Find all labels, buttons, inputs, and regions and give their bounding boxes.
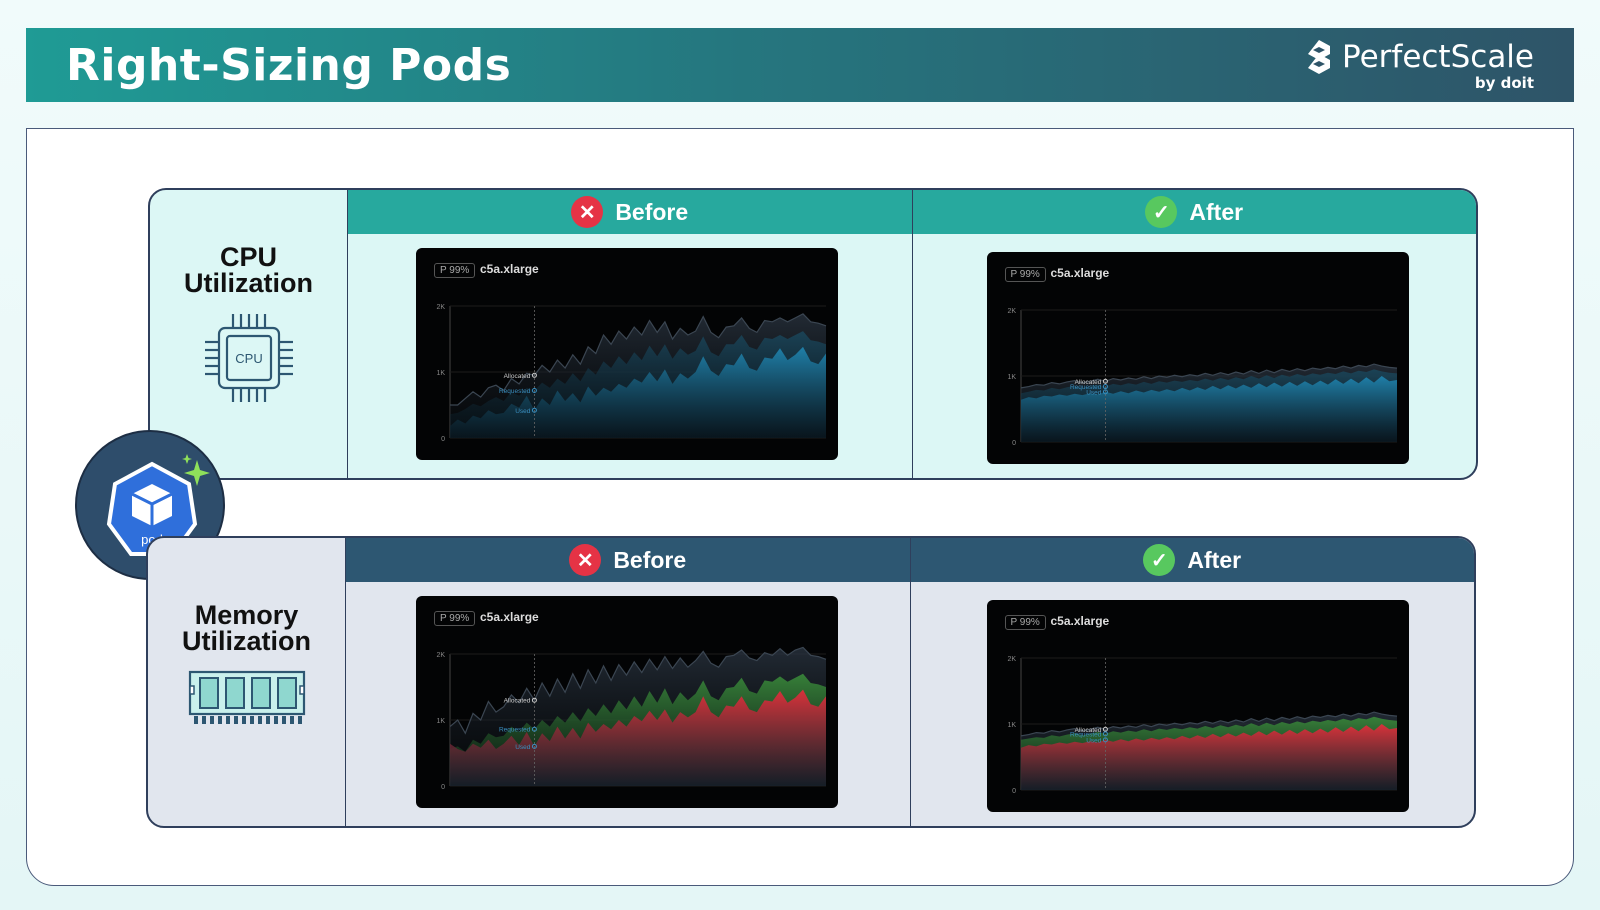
memory-before-label: Before <box>613 546 687 573</box>
series-label: Allocated <box>1074 727 1101 734</box>
percentile-badge: P 99% <box>434 263 476 278</box>
memory-after-column: ✓ After P 99% c5a.xlarge 2K 1K 0 Allocated R… <box>909 538 1474 826</box>
check-circle-icon: ✓ <box>1143 544 1176 576</box>
series-marker <box>1102 737 1108 743</box>
used-area <box>450 346 826 438</box>
memory-after-chart: P 99% c5a.xlarge 2K 1K 0 Allocated Requested… <box>986 600 1409 812</box>
sparkle-icon <box>184 460 210 486</box>
instance-type: c5a.xlarge <box>480 610 539 624</box>
y-tick-label: 2K <box>436 652 445 659</box>
memory-before-chart: P 99% c5a.xlarge 2K 1K 0 Allocated Requested… <box>416 596 838 808</box>
cpu-after-chart: P 99% c5a.xlarge 2K 1K 0 Allocated Requested… <box>986 252 1409 464</box>
series-marker <box>1102 731 1108 737</box>
cpu-chip-icon: CPU <box>204 314 293 402</box>
check-circle-icon: ✓ <box>1145 196 1178 228</box>
y-tick-label: 0 <box>1012 788 1016 795</box>
cpu-before-label: Before <box>615 198 689 225</box>
cpu-icon-label: CPU <box>235 351 262 366</box>
cpu-after-header: ✓ After <box>912 190 1476 234</box>
series-label: Used <box>1086 737 1102 744</box>
brand-sub: by doit <box>1474 74 1534 92</box>
x-circle-icon: ✕ <box>571 196 604 228</box>
y-tick-label: 2K <box>436 304 445 311</box>
series-marker <box>531 726 537 732</box>
y-tick-label: 0 <box>441 784 445 791</box>
y-tick-label: 0 <box>441 436 445 443</box>
memory-label-column: Memory Utilization <box>148 538 346 826</box>
y-tick-label: 1K <box>436 718 445 725</box>
memory-after-header: ✓ After <box>910 538 1474 582</box>
used-area <box>1020 724 1397 790</box>
allocated-line <box>450 313 827 406</box>
percentile-badge: P 99% <box>434 611 476 626</box>
page-title: Right-Sizing Pods <box>66 39 512 91</box>
series-label: Requested <box>499 388 531 395</box>
series-label: Used <box>1086 389 1102 396</box>
series-label: Requested <box>499 727 531 734</box>
instance-type: c5a.xlarge <box>1050 614 1110 628</box>
series-label: Requested <box>1069 731 1101 738</box>
percentile-badge: P 99% <box>1004 267 1046 282</box>
series-marker <box>1102 389 1108 395</box>
perfectscale-logo-icon <box>1308 40 1330 74</box>
series-marker <box>531 387 537 393</box>
memory-section: Memory Utilization ✕ Before P 99% c5a.xl… <box>146 536 1476 828</box>
allocated-line <box>1020 711 1397 737</box>
percentile-badge: P 99% <box>1004 615 1046 630</box>
used-area <box>1020 376 1397 442</box>
used-area <box>450 689 826 786</box>
series-marker <box>531 372 537 378</box>
y-tick-label: 2K <box>1007 656 1016 663</box>
allocated-line <box>449 646 827 735</box>
series-marker <box>531 697 537 703</box>
allocated-line <box>1020 363 1397 389</box>
y-tick-label: 0 <box>1012 440 1016 447</box>
series-marker <box>1102 378 1108 384</box>
instance-type: c5a.xlarge <box>1050 266 1110 280</box>
cpu-section-title: CPU Utilization <box>184 242 313 298</box>
series-label: Requested <box>1069 384 1101 391</box>
series-label: Used <box>515 744 531 751</box>
memory-section-title: Memory Utilization <box>182 600 311 656</box>
series-label: Allocated <box>1074 379 1101 386</box>
y-tick-label: 2K <box>1007 308 1016 315</box>
memory-after-label: After <box>1187 546 1242 573</box>
cpu-after-label: After <box>1189 198 1244 225</box>
y-tick-label: 1K <box>436 370 445 377</box>
brand-name: PerfectScale <box>1342 39 1534 75</box>
x-circle-icon: ✕ <box>569 544 602 576</box>
memory-before-column: ✕ Before P 99% c5a.xlarge 2K 1K 0 Allocated… <box>346 538 910 826</box>
cpu-section: CPU Utilization CPU ✕ Before P 99% <box>148 188 1478 480</box>
series-marker <box>1102 726 1108 732</box>
series-marker <box>531 743 537 749</box>
memory-before-header: ✕ Before <box>346 538 910 582</box>
y-tick-label: 1K <box>1007 374 1016 381</box>
series-marker <box>531 407 537 413</box>
ram-module-icon <box>188 670 305 724</box>
cpu-before-column: ✕ Before P 99% c5a.xlarge 2K 1K 0 Allocated… <box>348 190 912 478</box>
instance-type: c5a.xlarge <box>480 262 539 276</box>
series-label: Allocated <box>504 373 531 380</box>
cpu-before-chart: P 99% c5a.xlarge 2K 1K 0 Allocated Requested… <box>416 248 838 460</box>
sparkle-small-icon <box>182 454 192 464</box>
series-label: Allocated <box>504 698 531 705</box>
brand-logo: PerfectScale by doit <box>1304 38 1534 92</box>
series-label: Used <box>515 408 531 415</box>
cpu-after-column: ✓ After P 99% c5a.xlarge 2K 1K 0 Allocated R… <box>911 190 1476 478</box>
y-tick-label: 1K <box>1007 722 1016 729</box>
cpu-label-column: CPU Utilization CPU <box>150 190 348 478</box>
header-banner: Right-Sizing Pods PerfectScale by doit <box>26 28 1574 102</box>
cpu-before-header: ✕ Before <box>348 190 912 234</box>
series-marker <box>1102 384 1108 390</box>
